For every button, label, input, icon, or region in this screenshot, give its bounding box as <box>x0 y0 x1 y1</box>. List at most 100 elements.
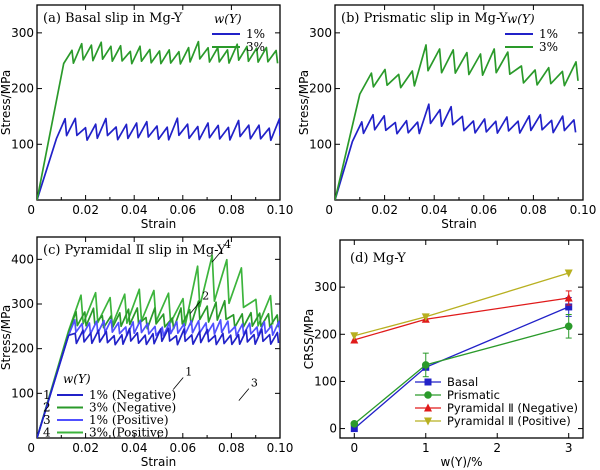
x-tick-label: 0.04 <box>121 441 148 455</box>
y-tick-label: 100 <box>11 386 34 400</box>
y-tick-label: 300 <box>11 26 34 40</box>
x-axis-label: Strain <box>141 217 177 231</box>
x-axis-label: Strain <box>441 217 477 231</box>
series-line-1 <box>335 103 577 200</box>
panel-a: 0 0.02 0.04 0.06 0.08 0.10 100 200 300 Strain Stre… <box>0 4 294 231</box>
panel-title: (a) Basal slip in Mg-Y <box>43 11 183 26</box>
x-tick-label: 2 <box>493 441 501 455</box>
y-tick-label: 100 <box>309 137 332 151</box>
curve-annotation-2: 2 <box>202 290 209 303</box>
series-line-2 <box>37 40 279 200</box>
panel-c: 0 0.02 0.04 0.06 0.08 0.10 100 200 300 400 Strain S… <box>0 236 294 469</box>
panel-title: (d) Mg-Y <box>350 251 406 266</box>
x-tick-label: 0 <box>27 441 35 455</box>
legend-number-1: 1 <box>43 388 51 402</box>
legend-number-4: 4 <box>43 426 51 440</box>
y-axis-label: Stress/MPa <box>297 70 311 135</box>
annotation-leader <box>189 301 201 314</box>
annotation-leader <box>211 249 223 263</box>
data-point <box>564 322 573 331</box>
x-tick-label: 0 <box>350 441 358 455</box>
legend-number-2: 2 <box>43 401 51 415</box>
legend-label-3: Pyramidal Ⅱ (Negative) <box>447 401 578 415</box>
y-axis-label: Stress/MPa <box>0 305 13 370</box>
y-tick-label: 300 <box>314 280 337 294</box>
legend-label-1: 1% <box>246 27 265 41</box>
series-line-1 <box>37 117 280 200</box>
curve-annotation-4: 3 <box>251 377 258 390</box>
legend-label-1: Basal <box>447 375 478 389</box>
legend-marker-2 <box>424 391 432 399</box>
y-tick-label: 200 <box>309 82 332 96</box>
legend-label-4: 3% (Positive) <box>89 426 169 440</box>
plot-frame <box>339 239 584 439</box>
x-tick-label: 0.04 <box>421 203 448 217</box>
curve-annotation-3: 1 <box>185 365 192 378</box>
legend-label-4: Pyramidal Ⅱ (Positive) <box>447 414 571 428</box>
legend-label-1: 1% <box>539 27 558 41</box>
data-point <box>350 420 359 428</box>
legend-marker-1 <box>424 378 432 386</box>
x-tick-label: 0.06 <box>169 203 196 217</box>
data-point <box>350 332 359 341</box>
legend-title: w(Y) <box>63 372 91 386</box>
legend-marker-3 <box>424 403 432 412</box>
x-tick-label: 0.08 <box>218 441 245 455</box>
plot-frame <box>36 4 281 201</box>
series-line-2 <box>335 44 579 200</box>
legend-label-3: 1% (Positive) <box>89 413 169 427</box>
data-point <box>565 303 573 311</box>
series-line-4 <box>354 272 569 337</box>
y-axis-label: Stress/MPa <box>0 70 13 135</box>
y-tick-label: 200 <box>11 342 34 356</box>
x-tick-label: 0.04 <box>121 203 148 217</box>
x-tick-label: 0.10 <box>267 441 294 455</box>
legend-marker-4 <box>424 417 432 426</box>
series-line-1 <box>37 327 280 438</box>
y-tick-label: 100 <box>11 137 34 151</box>
panel-title: (c) Pyramidal Ⅱ slip in Mg-Y <box>43 243 226 258</box>
x-tick-label: 1 <box>422 441 430 455</box>
x-tick-label: 0.06 <box>169 441 196 455</box>
series-line-3 <box>354 297 569 341</box>
x-tick-label: 0.10 <box>267 203 294 217</box>
legend-title: w(Y) <box>214 12 242 26</box>
x-tick-label: 3 <box>565 441 573 455</box>
x-tick-label: 0 <box>325 203 333 217</box>
legend-label-1: 1% (Negative) <box>89 388 176 402</box>
x-tick-label: 0.02 <box>72 203 99 217</box>
x-tick-label: 0 <box>27 203 35 217</box>
legend-title: w(Y) <box>507 12 535 26</box>
legend-label-2: 3% (Negative) <box>89 401 176 415</box>
panel-title: (b) Prismatic slip in Mg-Y <box>341 11 508 26</box>
series-line-4 <box>37 254 274 438</box>
x-tick-label: 0.10 <box>570 203 597 217</box>
legend-number-3: 3 <box>43 413 51 427</box>
x-tick-label: 0.08 <box>218 203 245 217</box>
data-point <box>421 313 430 322</box>
y-tick-label: 300 <box>11 297 34 311</box>
x-tick-label: 0.02 <box>371 203 398 217</box>
data-point <box>421 361 430 369</box>
x-tick-label: 0.06 <box>470 203 497 217</box>
data-point <box>564 293 573 302</box>
y-tick-label: 400 <box>11 252 34 266</box>
annotation-leader <box>172 377 184 390</box>
x-axis-label: Strain <box>141 455 177 469</box>
legend-label-2: Prismatic <box>447 388 500 402</box>
x-axis-label: w(Y)/% <box>441 455 483 469</box>
legend-label-2: 3% <box>246 40 265 54</box>
y-tick-label: 200 <box>11 82 34 96</box>
y-tick-label: 300 <box>309 26 332 40</box>
panel-d: 0 1 2 3 0 100 200 300 w(Y)/% CRSS/MPa (d) Mg-Y Basa… <box>302 239 584 469</box>
y-tick-label: 200 <box>314 327 337 341</box>
curve-annotation-1: 4 <box>224 238 231 251</box>
data-point <box>350 425 358 433</box>
annotation-leader <box>238 388 250 401</box>
data-point <box>564 269 573 278</box>
x-tick-label: 0.08 <box>520 203 547 217</box>
y-tick-label: 100 <box>314 374 337 388</box>
panel-b: 0 0.02 0.04 0.06 0.08 0.10 100 200 300 Strain Stre… <box>297 4 597 231</box>
y-tick-label: 0 <box>329 422 337 436</box>
